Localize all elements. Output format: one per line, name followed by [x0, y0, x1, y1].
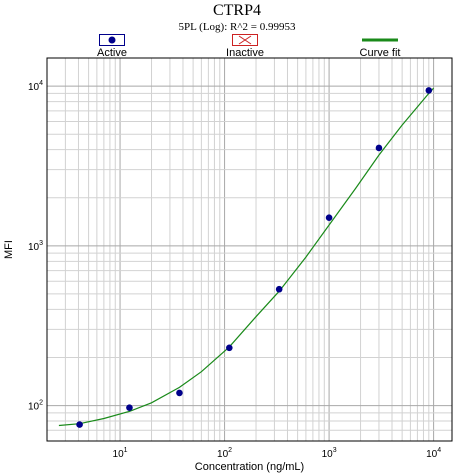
legend-label-active: Active	[97, 47, 127, 59]
data-point	[126, 404, 133, 411]
x-axis-label: Concentration (ng/mL)	[195, 461, 304, 473]
x-tick-label: 103	[322, 447, 337, 460]
data-point	[76, 421, 83, 428]
data-point	[375, 144, 383, 152]
legend-item-inactive: Inactive	[205, 34, 285, 59]
legend-label-inactive: Inactive	[226, 47, 264, 59]
chart-subtitle: 5PL (Log): R^2 = 0.99953	[178, 21, 296, 33]
data-point	[425, 87, 433, 94]
data-point	[325, 214, 333, 222]
plot-frame	[46, 57, 453, 442]
curve-fit-line	[58, 87, 435, 427]
chart-title: CTRP4	[212, 2, 261, 19]
data-point	[275, 285, 283, 293]
legend-label-curve-fit: Curve fit	[359, 47, 401, 59]
x-tick-label: 104	[426, 447, 441, 460]
legend-item-curve-fit: Curve fit	[340, 34, 420, 59]
x-tick-label: 101	[113, 447, 128, 460]
grid	[46, 58, 452, 442]
y-tick-label: 102	[28, 400, 43, 413]
data-points	[76, 87, 433, 428]
y-tick-label: 103	[28, 240, 43, 253]
y-tick-label: 104	[28, 80, 43, 93]
data-point	[226, 344, 233, 352]
legend-swatch-inactive	[232, 34, 258, 46]
x-tick-label: 102	[217, 447, 232, 460]
legend-swatch-curve-fit	[362, 38, 398, 42]
legend-item-active: Active	[72, 34, 152, 59]
legend-swatch-active	[99, 34, 125, 46]
tick-labels: 101 102 103 104 102 103 104	[28, 80, 441, 460]
data-point	[176, 389, 183, 397]
y-axis-label: MFI	[3, 240, 15, 259]
